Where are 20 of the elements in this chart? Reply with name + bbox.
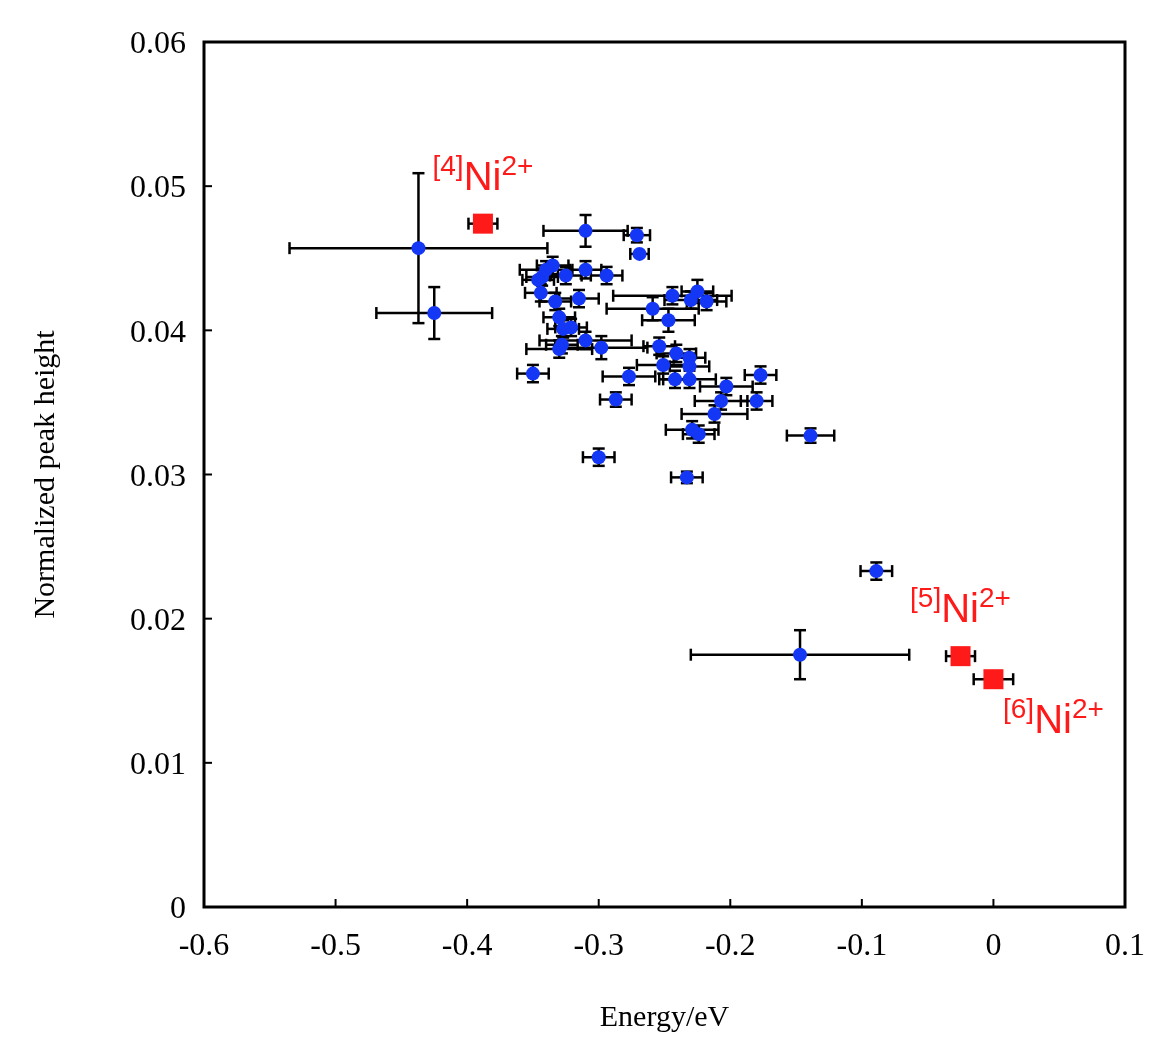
x-tick-label: -0.5 (310, 926, 361, 962)
annotation: $^{[4]}$Ni$^{2+}$ (432, 149, 534, 198)
x-tick-label: -0.3 (573, 926, 625, 962)
y-tick-label: 0.06 (130, 24, 186, 61)
x-tick-label: -0.6 (178, 926, 230, 962)
x-tick-label: -0.2 (704, 926, 756, 962)
y-tick-label: 0.03 (130, 456, 186, 493)
y-tick-label: 0 (170, 889, 186, 926)
x-tick-label: 0.1 (1105, 926, 1145, 962)
annotation: $^{[6]}$Ni$^{2+}$ (1003, 692, 1104, 742)
x-tick-label: -0.1 (836, 926, 888, 962)
x-tick-label: -0.4 (441, 926, 493, 962)
y-tick-label: 0.04 (130, 312, 186, 349)
y-tick-label: 0.01 (130, 745, 186, 782)
y-tick-label: 0.05 (130, 168, 186, 205)
x-axis-title: Energy/eV (599, 999, 730, 1032)
annotation: $^{[5]}$Ni$^{2+}$ (910, 581, 1011, 631)
x-tick-label: 0 (985, 926, 1002, 962)
y-tick-label: 0.02 (130, 600, 186, 637)
y-axis-title: Normalized peak height (27, 329, 60, 619)
